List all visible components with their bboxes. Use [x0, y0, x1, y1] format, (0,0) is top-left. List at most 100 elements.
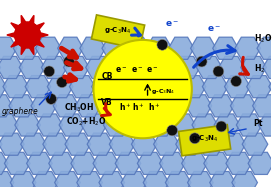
Polygon shape — [37, 114, 62, 136]
Text: e$^-$: e$^-$ — [146, 66, 159, 75]
Polygon shape — [92, 76, 117, 98]
Polygon shape — [257, 37, 275, 59]
Polygon shape — [210, 171, 235, 189]
Polygon shape — [182, 152, 207, 174]
Polygon shape — [9, 95, 34, 117]
Polygon shape — [263, 56, 275, 78]
Polygon shape — [10, 171, 36, 189]
Polygon shape — [165, 171, 191, 189]
Polygon shape — [64, 56, 89, 78]
Polygon shape — [3, 76, 29, 98]
Text: g-C$_3$N$_4$: g-C$_3$N$_4$ — [191, 134, 218, 144]
Circle shape — [216, 121, 227, 132]
Polygon shape — [235, 37, 260, 59]
Polygon shape — [0, 171, 14, 189]
Polygon shape — [241, 56, 266, 78]
Polygon shape — [137, 152, 163, 174]
Polygon shape — [36, 23, 44, 29]
Text: e$^-$: e$^-$ — [131, 66, 143, 75]
Polygon shape — [27, 152, 52, 174]
Polygon shape — [49, 152, 74, 174]
Polygon shape — [242, 133, 268, 155]
Text: e$^-$: e$^-$ — [165, 19, 179, 29]
Polygon shape — [109, 133, 135, 155]
Text: e$^-$: e$^-$ — [115, 66, 127, 75]
Polygon shape — [204, 152, 229, 174]
Polygon shape — [174, 56, 200, 78]
Circle shape — [213, 66, 224, 77]
Polygon shape — [102, 37, 128, 59]
Polygon shape — [65, 133, 90, 155]
Circle shape — [189, 133, 200, 144]
Polygon shape — [35, 37, 61, 59]
Polygon shape — [192, 114, 218, 136]
Text: CB: CB — [101, 72, 113, 81]
Polygon shape — [226, 152, 252, 174]
Polygon shape — [178, 125, 231, 156]
Circle shape — [94, 40, 192, 138]
Polygon shape — [32, 171, 58, 189]
Polygon shape — [40, 33, 48, 37]
Polygon shape — [29, 46, 34, 55]
Polygon shape — [169, 37, 194, 59]
Polygon shape — [121, 171, 147, 189]
Polygon shape — [29, 15, 34, 24]
Polygon shape — [0, 133, 24, 155]
Polygon shape — [31, 95, 57, 117]
Circle shape — [46, 94, 57, 104]
Polygon shape — [136, 76, 161, 98]
Polygon shape — [0, 152, 8, 174]
Polygon shape — [99, 171, 125, 189]
Polygon shape — [93, 152, 119, 174]
Polygon shape — [198, 133, 224, 155]
Polygon shape — [87, 133, 113, 155]
Polygon shape — [80, 37, 105, 59]
Polygon shape — [0, 133, 2, 155]
Polygon shape — [146, 37, 172, 59]
Polygon shape — [148, 114, 173, 136]
Polygon shape — [230, 95, 256, 117]
Polygon shape — [164, 95, 189, 117]
Polygon shape — [98, 95, 123, 117]
Polygon shape — [248, 152, 274, 174]
Polygon shape — [7, 33, 15, 37]
Text: graphene: graphene — [2, 107, 39, 116]
Polygon shape — [108, 56, 133, 78]
Polygon shape — [21, 15, 26, 24]
Text: CH$_3$OH: CH$_3$OH — [64, 102, 94, 114]
Polygon shape — [19, 56, 45, 78]
Polygon shape — [70, 76, 95, 98]
Text: Pt: Pt — [253, 119, 262, 129]
Polygon shape — [21, 46, 26, 55]
Circle shape — [64, 56, 74, 67]
Polygon shape — [232, 171, 257, 189]
Polygon shape — [59, 114, 85, 136]
Text: g-C$_3$N$_4$: g-C$_3$N$_4$ — [104, 26, 132, 36]
Polygon shape — [124, 37, 150, 59]
Polygon shape — [170, 114, 196, 136]
Polygon shape — [252, 95, 275, 117]
Polygon shape — [213, 37, 238, 59]
Polygon shape — [152, 56, 178, 78]
Polygon shape — [126, 114, 151, 136]
Polygon shape — [247, 76, 272, 98]
Polygon shape — [176, 133, 201, 155]
Polygon shape — [0, 76, 6, 98]
Text: h$^+$: h$^+$ — [148, 101, 161, 113]
Polygon shape — [188, 171, 213, 189]
Polygon shape — [81, 114, 107, 136]
Polygon shape — [55, 171, 80, 189]
Circle shape — [231, 76, 241, 87]
Polygon shape — [11, 41, 19, 47]
Polygon shape — [115, 152, 141, 174]
Polygon shape — [269, 76, 275, 98]
Polygon shape — [236, 114, 262, 136]
Text: e$^-$: e$^-$ — [207, 24, 221, 34]
Polygon shape — [114, 76, 139, 98]
Text: h$^+$: h$^+$ — [119, 101, 131, 113]
Polygon shape — [208, 95, 234, 117]
Polygon shape — [180, 76, 206, 98]
Polygon shape — [43, 133, 68, 155]
Polygon shape — [219, 56, 244, 78]
Polygon shape — [130, 56, 156, 78]
